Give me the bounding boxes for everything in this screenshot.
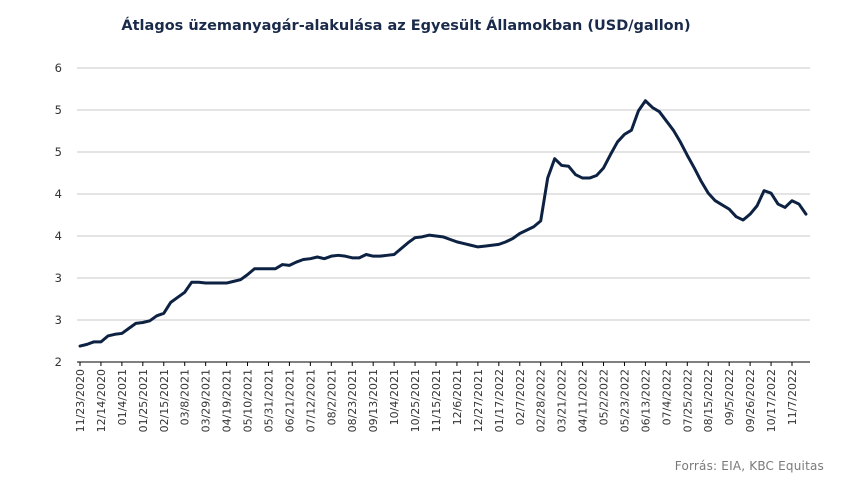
x-tick-label: 01/17/2022 (493, 369, 506, 432)
x-tick-label: 05/10/2021 (242, 369, 255, 432)
x-tick-label: 11/15/2021 (430, 369, 443, 432)
x-tick-label: 03/29/2021 (200, 369, 213, 432)
y-tick-label: 6 (55, 61, 62, 75)
y-tick-label: 5 (55, 145, 62, 159)
x-tick-label: 08/15/2022 (702, 369, 715, 432)
x-tick-label: 08/2/2021 (325, 369, 338, 425)
gridlines (77, 67, 810, 321)
x-tick-label: 06/13/2022 (639, 369, 652, 432)
x-tick-label: 12/27/2021 (472, 369, 485, 432)
x-tick-label: 03/21/2022 (556, 369, 569, 432)
x-tick-label: 10/17/2022 (765, 369, 778, 432)
x-tick-label: 05/31/2021 (262, 369, 275, 432)
x-tick-label: 06/21/2021 (283, 369, 296, 432)
x-tick-label: 08/23/2021 (346, 369, 359, 432)
x-tick-label: 04/11/2022 (577, 369, 590, 432)
x-tick-label: 02/28/2022 (535, 369, 548, 432)
x-tick-label: 01/25/2021 (137, 369, 150, 432)
y-tick-label: 3 (55, 271, 62, 285)
x-tick-label: 03/8/2021 (179, 369, 192, 425)
x-tick-label: 07/12/2021 (304, 369, 317, 432)
y-tick-label: 2 (55, 355, 62, 369)
x-tick-label: 10/25/2021 (409, 369, 422, 432)
x-tick-label: 07/4/2022 (660, 369, 673, 425)
y-axis-ticks: 2 3 3 4 4 5 5 6 (55, 61, 62, 369)
y-tick-label: 4 (55, 187, 62, 201)
x-tick-label: 01/4/2021 (116, 369, 129, 425)
x-tick-label: 12/6/2021 (451, 369, 464, 425)
x-axis-ticks: 11/23/2020 12/14/2020 01/4/2021 01/25/2021 0… (74, 362, 799, 432)
x-tick-label: 11/7/2022 (786, 369, 799, 425)
x-tick-label: 04/19/2021 (221, 369, 234, 432)
x-tick-label: 05/23/2022 (618, 369, 631, 432)
x-tick-label: 09/26/2022 (744, 369, 757, 432)
x-tick-label: 09/5/2022 (723, 369, 736, 425)
y-tick-label: 5 (55, 103, 62, 117)
source-note: Forrás: EIA, KBC Equitas (674, 459, 824, 473)
x-tick-label: 02/15/2021 (158, 369, 171, 432)
x-tick-label: 11/23/2020 (74, 369, 87, 432)
x-tick-label: 09/13/2021 (367, 369, 380, 432)
x-tick-label: 12/14/2020 (95, 369, 108, 432)
x-tick-label: 07/25/2022 (681, 369, 694, 432)
y-tick-label: 3 (55, 313, 62, 327)
x-tick-label: 05/2/2022 (598, 369, 611, 425)
series-line-fuel-price (78, 99, 808, 348)
x-tick-label: 10/4/2021 (388, 369, 401, 425)
y-tick-label: 4 (55, 229, 62, 243)
chart-title: Átlagos üzemanyagár-alakulása az Egyesül… (121, 18, 691, 34)
x-tick-label: 02/7/2022 (514, 369, 527, 425)
